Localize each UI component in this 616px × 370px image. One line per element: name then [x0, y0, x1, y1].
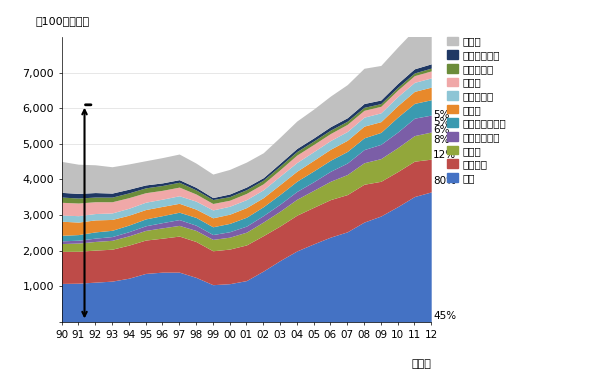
Text: 5%: 5%	[433, 110, 450, 120]
Legend: その他, カザフスタン, ポーランド, ドイツ, 南アフリカ, ロシア, オーストラリア, インドネシア, インド, アメリカ, 中国: その他, カザフスタン, ポーランド, ドイツ, 南アフリカ, ロシア, オース…	[447, 37, 506, 183]
Text: 45%: 45%	[433, 311, 456, 321]
Text: 80%: 80%	[433, 176, 456, 186]
Text: 8%: 8%	[433, 135, 450, 145]
Text: 6%: 6%	[433, 125, 450, 135]
Text: 12%: 12%	[433, 150, 456, 160]
Text: （年）: （年）	[411, 359, 431, 369]
Text: （100万トン）: （100万トン）	[36, 16, 90, 26]
Text: 5%: 5%	[433, 117, 450, 127]
